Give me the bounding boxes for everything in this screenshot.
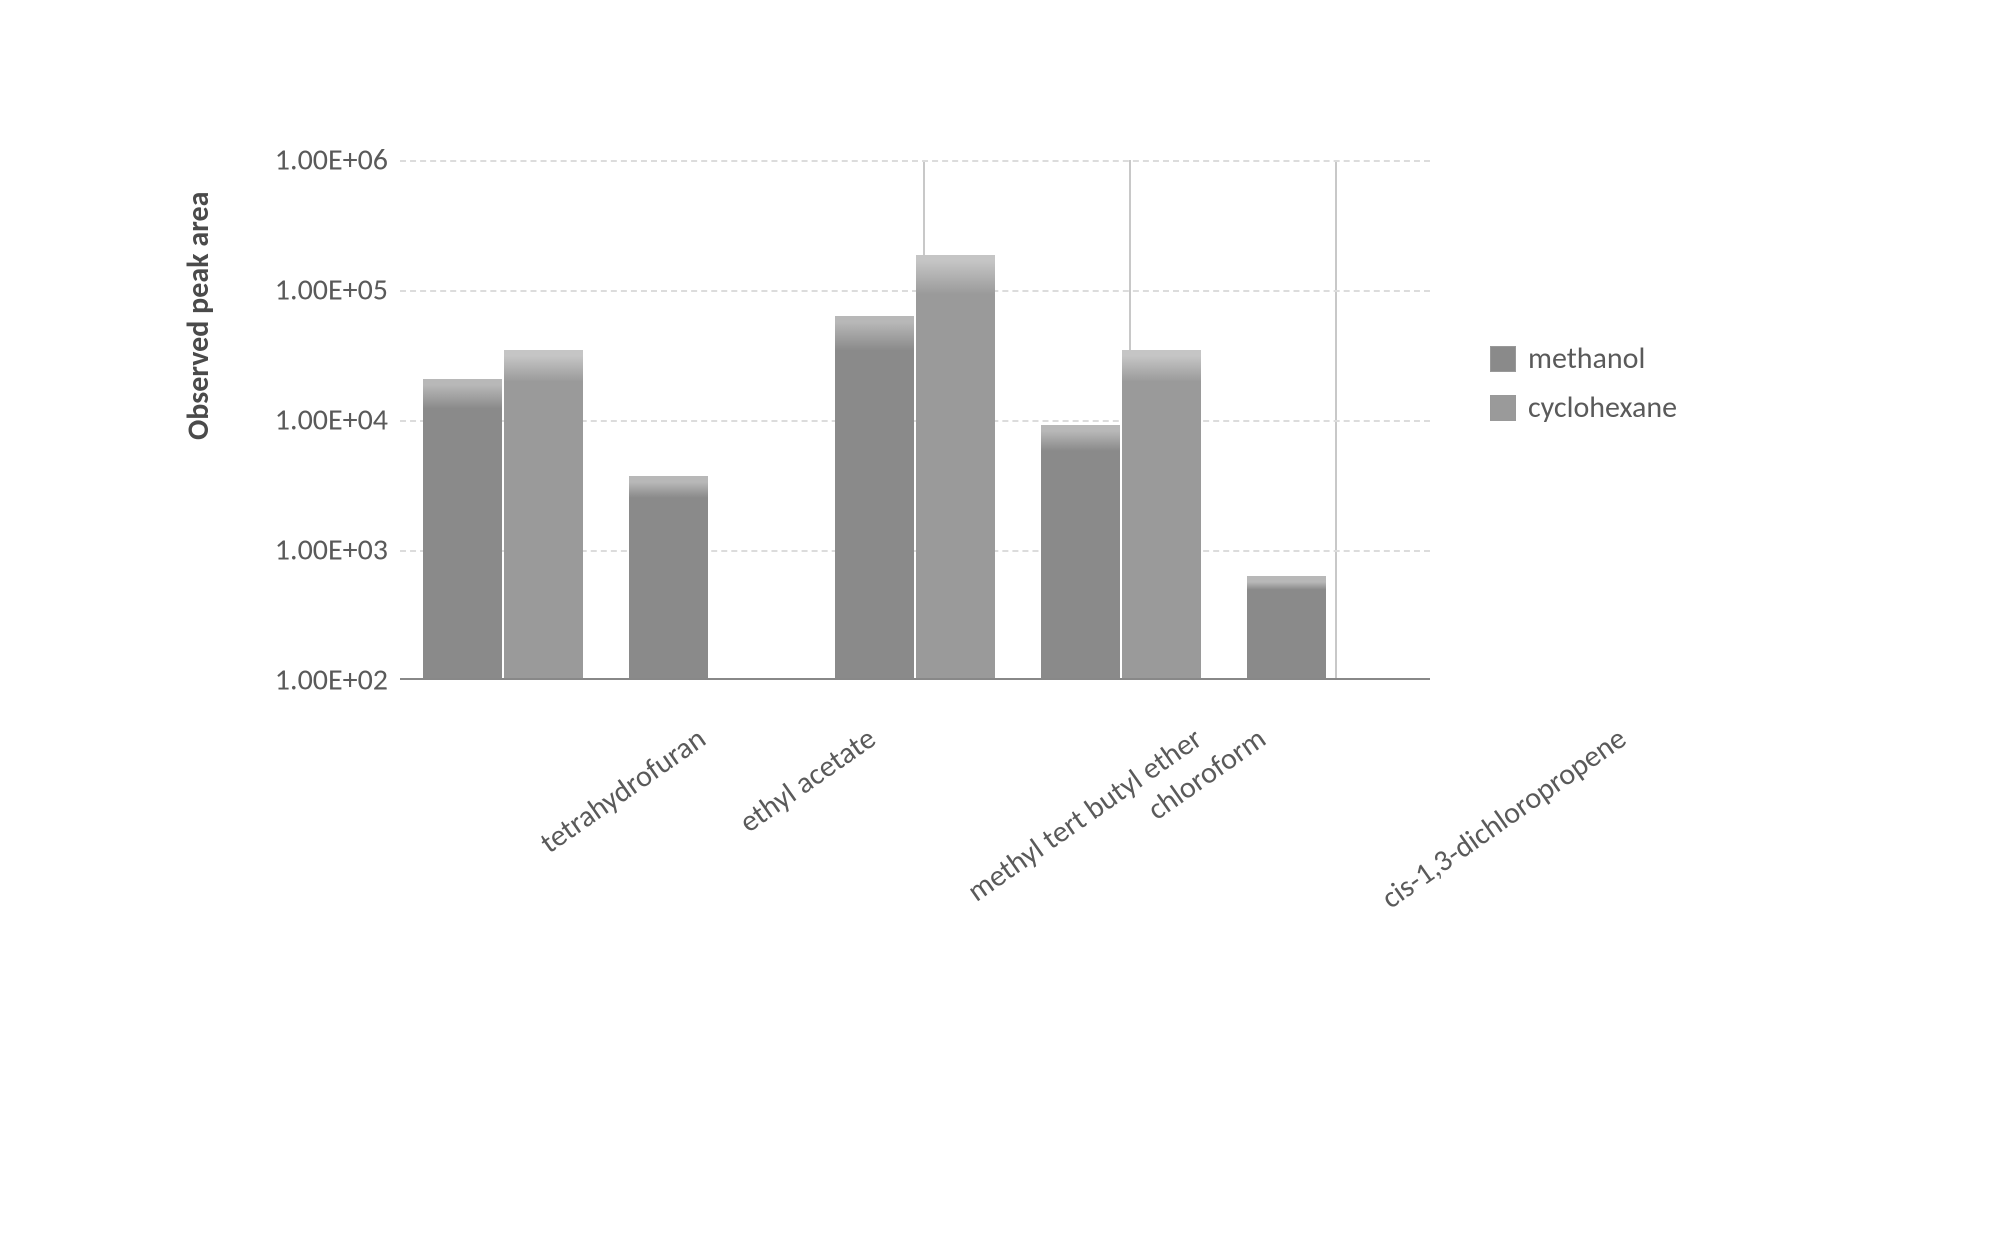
legend: methanol cyclohexane [1490,340,1677,438]
bar-methanol [835,322,914,678]
x-axis-baseline [400,678,1430,680]
x-tick-label: tetrahydrofuran [533,720,713,861]
bar-top [1041,425,1120,431]
legend-label-methanol: methanol [1528,340,1645,377]
y-tick-label: 1.00E+04 [275,402,400,439]
y-tick-label: 1.00E+05 [275,272,400,309]
y-tick-container: 1.00E+021.00E+031.00E+041.00E+051.00E+06 [220,160,400,680]
bar-methanol [1247,582,1326,678]
bar-cyclohexane [504,356,583,678]
bar-methanol [629,482,708,678]
bar-top [629,476,708,482]
x-labels-container: tetrahydrofuranethyl acetatemethyl tert … [400,690,1430,1090]
y-tick-label: 1.00E+03 [275,532,400,569]
legend-item-cyclohexane: cyclohexane [1490,389,1677,426]
bar-cyclohexane [1122,356,1201,678]
x-tick-label: cis-1,3-dichloropropene [1374,720,1633,917]
gridline [400,160,1430,162]
y-tick-label: 1.00E+06 [275,142,400,179]
peak-area-chart: Observed peak area 1.00E+021.00E+031.00E… [220,160,1780,1160]
legend-swatch-cyclohexane [1490,395,1516,421]
bar-top [916,255,995,261]
bar-cyclohexane [916,261,995,678]
legend-item-methanol: methanol [1490,340,1677,377]
gridline [400,290,1430,292]
bar-top [835,316,914,322]
x-tick-label: ethyl acetate [732,720,882,841]
bar-top [504,350,583,356]
y-tick-label: 1.00E+02 [275,662,400,699]
bar-methanol [1041,431,1120,678]
legend-swatch-methanol [1490,346,1516,372]
y-axis-label: Observed peak area [180,192,217,440]
bar-top [1247,576,1326,582]
bar-top [423,379,502,385]
bar-methanol [423,385,502,678]
legend-label-cyclohexane: cyclohexane [1528,389,1677,426]
bar-top [1122,350,1201,356]
plot-area [400,160,1430,680]
